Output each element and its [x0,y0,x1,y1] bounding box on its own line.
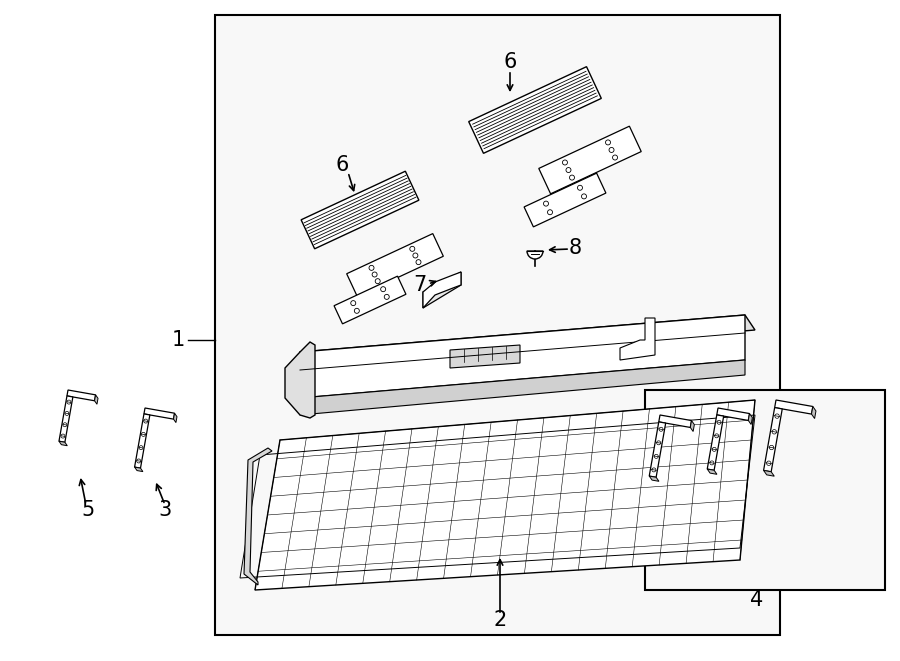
Polygon shape [716,408,750,420]
Polygon shape [423,272,461,308]
Polygon shape [300,315,755,368]
Polygon shape [302,171,418,249]
Polygon shape [748,414,752,424]
Polygon shape [775,400,813,414]
Text: 8: 8 [569,238,581,258]
Polygon shape [649,422,666,477]
Polygon shape [763,471,774,476]
Polygon shape [423,272,461,308]
Text: 1: 1 [172,330,185,350]
Polygon shape [707,469,717,475]
Polygon shape [812,407,816,418]
Polygon shape [620,318,655,360]
Text: 3: 3 [158,500,172,520]
Wedge shape [527,251,543,259]
Bar [645,390,885,590]
Polygon shape [144,408,175,419]
Polygon shape [135,414,150,468]
Polygon shape [59,396,73,442]
Polygon shape [524,173,606,227]
Polygon shape [469,67,601,153]
Polygon shape [67,390,95,401]
Polygon shape [346,233,444,296]
Polygon shape [450,345,520,368]
Polygon shape [334,276,406,324]
Text: 2: 2 [493,610,507,630]
Polygon shape [649,476,659,481]
Polygon shape [255,400,755,590]
Polygon shape [59,441,68,446]
Polygon shape [244,448,272,585]
Text: 6: 6 [336,155,348,175]
Polygon shape [300,315,745,398]
Polygon shape [300,360,745,415]
Polygon shape [174,413,177,422]
Text: 6: 6 [503,52,517,72]
Polygon shape [135,467,143,471]
Bar [215,15,780,635]
Polygon shape [539,126,641,194]
Polygon shape [690,420,695,432]
Text: 7: 7 [413,275,427,295]
Polygon shape [285,342,315,418]
Polygon shape [763,408,782,472]
Polygon shape [94,395,98,405]
Text: 5: 5 [81,500,94,520]
Polygon shape [659,415,691,428]
Text: 4: 4 [751,590,763,610]
Polygon shape [707,415,724,470]
